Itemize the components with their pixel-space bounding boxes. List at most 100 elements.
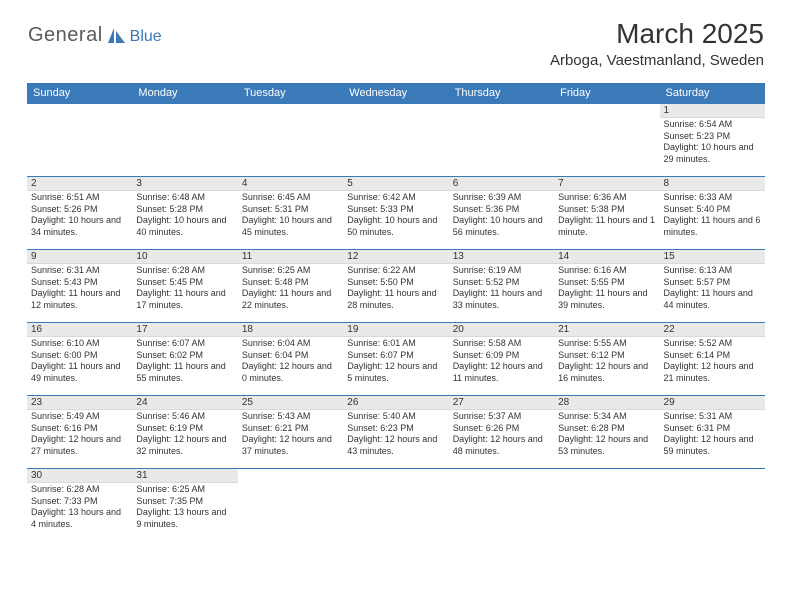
calendar-table: Sunday Monday Tuesday Wednesday Thursday… [27, 83, 765, 542]
day-info: Sunrise: 6:28 AMSunset: 5:45 PMDaylight:… [132, 264, 237, 313]
calendar-cell: 3Sunrise: 6:48 AMSunset: 5:28 PMDaylight… [132, 177, 237, 250]
page-title: March 2025 [550, 18, 764, 50]
day-info: Sunrise: 5:37 AMSunset: 6:26 PMDaylight:… [449, 410, 554, 459]
calendar-cell: 16Sunrise: 6:10 AMSunset: 6:00 PMDayligh… [27, 323, 132, 396]
header: General Blue March 2025 Arboga, Vaestman… [0, 0, 792, 75]
day-info: Sunrise: 6:28 AMSunset: 7:33 PMDaylight:… [27, 483, 132, 532]
day-number: 30 [27, 469, 132, 483]
day-number: 16 [27, 323, 132, 337]
calendar-cell: 23Sunrise: 5:49 AMSunset: 6:16 PMDayligh… [27, 396, 132, 469]
calendar-cell: 13Sunrise: 6:19 AMSunset: 5:52 PMDayligh… [449, 250, 554, 323]
day-number: 15 [660, 250, 765, 264]
day-info: Sunrise: 5:31 AMSunset: 6:31 PMDaylight:… [660, 410, 765, 459]
calendar-cell: 31Sunrise: 6:25 AMSunset: 7:35 PMDayligh… [132, 469, 237, 542]
day-info: Sunrise: 5:34 AMSunset: 6:28 PMDaylight:… [554, 410, 659, 459]
day-number: 4 [238, 177, 343, 191]
day-info: Sunrise: 6:07 AMSunset: 6:02 PMDaylight:… [132, 337, 237, 386]
calendar-cell: 20Sunrise: 5:58 AMSunset: 6:09 PMDayligh… [449, 323, 554, 396]
calendar-cell: 10Sunrise: 6:28 AMSunset: 5:45 PMDayligh… [132, 250, 237, 323]
calendar-cell [27, 104, 132, 177]
calendar-cell: 18Sunrise: 6:04 AMSunset: 6:04 PMDayligh… [238, 323, 343, 396]
day-info: Sunrise: 6:22 AMSunset: 5:50 PMDaylight:… [343, 264, 448, 313]
calendar-cell [238, 469, 343, 542]
day-number: 19 [343, 323, 448, 337]
calendar-cell: 26Sunrise: 5:40 AMSunset: 6:23 PMDayligh… [343, 396, 448, 469]
day-info: Sunrise: 5:46 AMSunset: 6:19 PMDaylight:… [132, 410, 237, 459]
calendar-cell: 15Sunrise: 6:13 AMSunset: 5:57 PMDayligh… [660, 250, 765, 323]
weekday-header: Monday [132, 83, 237, 104]
day-number: 9 [27, 250, 132, 264]
day-number: 31 [132, 469, 237, 483]
logo-sail-icon [107, 26, 127, 44]
calendar-row: 30Sunrise: 6:28 AMSunset: 7:33 PMDayligh… [27, 469, 765, 542]
calendar-cell: 27Sunrise: 5:37 AMSunset: 6:26 PMDayligh… [449, 396, 554, 469]
calendar-cell: 19Sunrise: 6:01 AMSunset: 6:07 PMDayligh… [343, 323, 448, 396]
day-info: Sunrise: 6:48 AMSunset: 5:28 PMDaylight:… [132, 191, 237, 240]
day-info: Sunrise: 5:43 AMSunset: 6:21 PMDaylight:… [238, 410, 343, 459]
day-info: Sunrise: 6:36 AMSunset: 5:38 PMDaylight:… [554, 191, 659, 240]
day-number: 22 [660, 323, 765, 337]
day-number: 26 [343, 396, 448, 410]
day-info: Sunrise: 6:51 AMSunset: 5:26 PMDaylight:… [27, 191, 132, 240]
calendar-cell [238, 104, 343, 177]
calendar-row: 9Sunrise: 6:31 AMSunset: 5:43 PMDaylight… [27, 250, 765, 323]
day-number: 17 [132, 323, 237, 337]
logo: General Blue [28, 18, 162, 47]
day-number: 21 [554, 323, 659, 337]
weekday-header: Wednesday [343, 83, 448, 104]
day-number: 1 [660, 104, 765, 118]
day-number: 23 [27, 396, 132, 410]
calendar-cell: 24Sunrise: 5:46 AMSunset: 6:19 PMDayligh… [132, 396, 237, 469]
day-info: Sunrise: 6:42 AMSunset: 5:33 PMDaylight:… [343, 191, 448, 240]
day-info: Sunrise: 6:13 AMSunset: 5:57 PMDaylight:… [660, 264, 765, 313]
day-number: 8 [660, 177, 765, 191]
calendar-cell: 17Sunrise: 6:07 AMSunset: 6:02 PMDayligh… [132, 323, 237, 396]
day-info: Sunrise: 6:54 AMSunset: 5:23 PMDaylight:… [660, 118, 765, 167]
calendar-cell: 9Sunrise: 6:31 AMSunset: 5:43 PMDaylight… [27, 250, 132, 323]
day-number: 28 [554, 396, 659, 410]
day-info: Sunrise: 5:40 AMSunset: 6:23 PMDaylight:… [343, 410, 448, 459]
calendar-body: 1Sunrise: 6:54 AMSunset: 5:23 PMDaylight… [27, 104, 765, 542]
calendar-cell: 7Sunrise: 6:36 AMSunset: 5:38 PMDaylight… [554, 177, 659, 250]
calendar-row: 1Sunrise: 6:54 AMSunset: 5:23 PMDaylight… [27, 104, 765, 177]
day-number: 2 [27, 177, 132, 191]
day-number: 24 [132, 396, 237, 410]
calendar-cell: 14Sunrise: 6:16 AMSunset: 5:55 PMDayligh… [554, 250, 659, 323]
weekday-header: Saturday [660, 83, 765, 104]
weekday-header: Tuesday [238, 83, 343, 104]
day-number: 10 [132, 250, 237, 264]
day-info: Sunrise: 6:33 AMSunset: 5:40 PMDaylight:… [660, 191, 765, 240]
calendar-cell: 1Sunrise: 6:54 AMSunset: 5:23 PMDaylight… [660, 104, 765, 177]
calendar-cell [343, 469, 448, 542]
day-number: 12 [343, 250, 448, 264]
calendar-cell: 11Sunrise: 6:25 AMSunset: 5:48 PMDayligh… [238, 250, 343, 323]
day-number: 13 [449, 250, 554, 264]
day-info: Sunrise: 5:55 AMSunset: 6:12 PMDaylight:… [554, 337, 659, 386]
location-subtitle: Arboga, Vaestmanland, Sweden [550, 52, 764, 69]
calendar-cell: 28Sunrise: 5:34 AMSunset: 6:28 PMDayligh… [554, 396, 659, 469]
day-info: Sunrise: 6:19 AMSunset: 5:52 PMDaylight:… [449, 264, 554, 313]
calendar-cell: 5Sunrise: 6:42 AMSunset: 5:33 PMDaylight… [343, 177, 448, 250]
calendar-cell [660, 469, 765, 542]
day-info: Sunrise: 6:01 AMSunset: 6:07 PMDaylight:… [343, 337, 448, 386]
calendar-cell [554, 104, 659, 177]
calendar-cell: 21Sunrise: 5:55 AMSunset: 6:12 PMDayligh… [554, 323, 659, 396]
weekday-header: Sunday [27, 83, 132, 104]
calendar-cell [449, 104, 554, 177]
day-number: 20 [449, 323, 554, 337]
day-info: Sunrise: 6:25 AMSunset: 5:48 PMDaylight:… [238, 264, 343, 313]
day-number: 18 [238, 323, 343, 337]
calendar-cell: 8Sunrise: 6:33 AMSunset: 5:40 PMDaylight… [660, 177, 765, 250]
day-info: Sunrise: 6:16 AMSunset: 5:55 PMDaylight:… [554, 264, 659, 313]
calendar-cell: 22Sunrise: 5:52 AMSunset: 6:14 PMDayligh… [660, 323, 765, 396]
day-info: Sunrise: 5:58 AMSunset: 6:09 PMDaylight:… [449, 337, 554, 386]
weekday-header: Friday [554, 83, 659, 104]
calendar-row: 16Sunrise: 6:10 AMSunset: 6:00 PMDayligh… [27, 323, 765, 396]
logo-text-general: General [28, 24, 103, 47]
calendar-row: 23Sunrise: 5:49 AMSunset: 6:16 PMDayligh… [27, 396, 765, 469]
day-number: 11 [238, 250, 343, 264]
calendar-cell: 25Sunrise: 5:43 AMSunset: 6:21 PMDayligh… [238, 396, 343, 469]
weekday-header-row: Sunday Monday Tuesday Wednesday Thursday… [27, 83, 765, 104]
day-number: 29 [660, 396, 765, 410]
calendar-cell [343, 104, 448, 177]
